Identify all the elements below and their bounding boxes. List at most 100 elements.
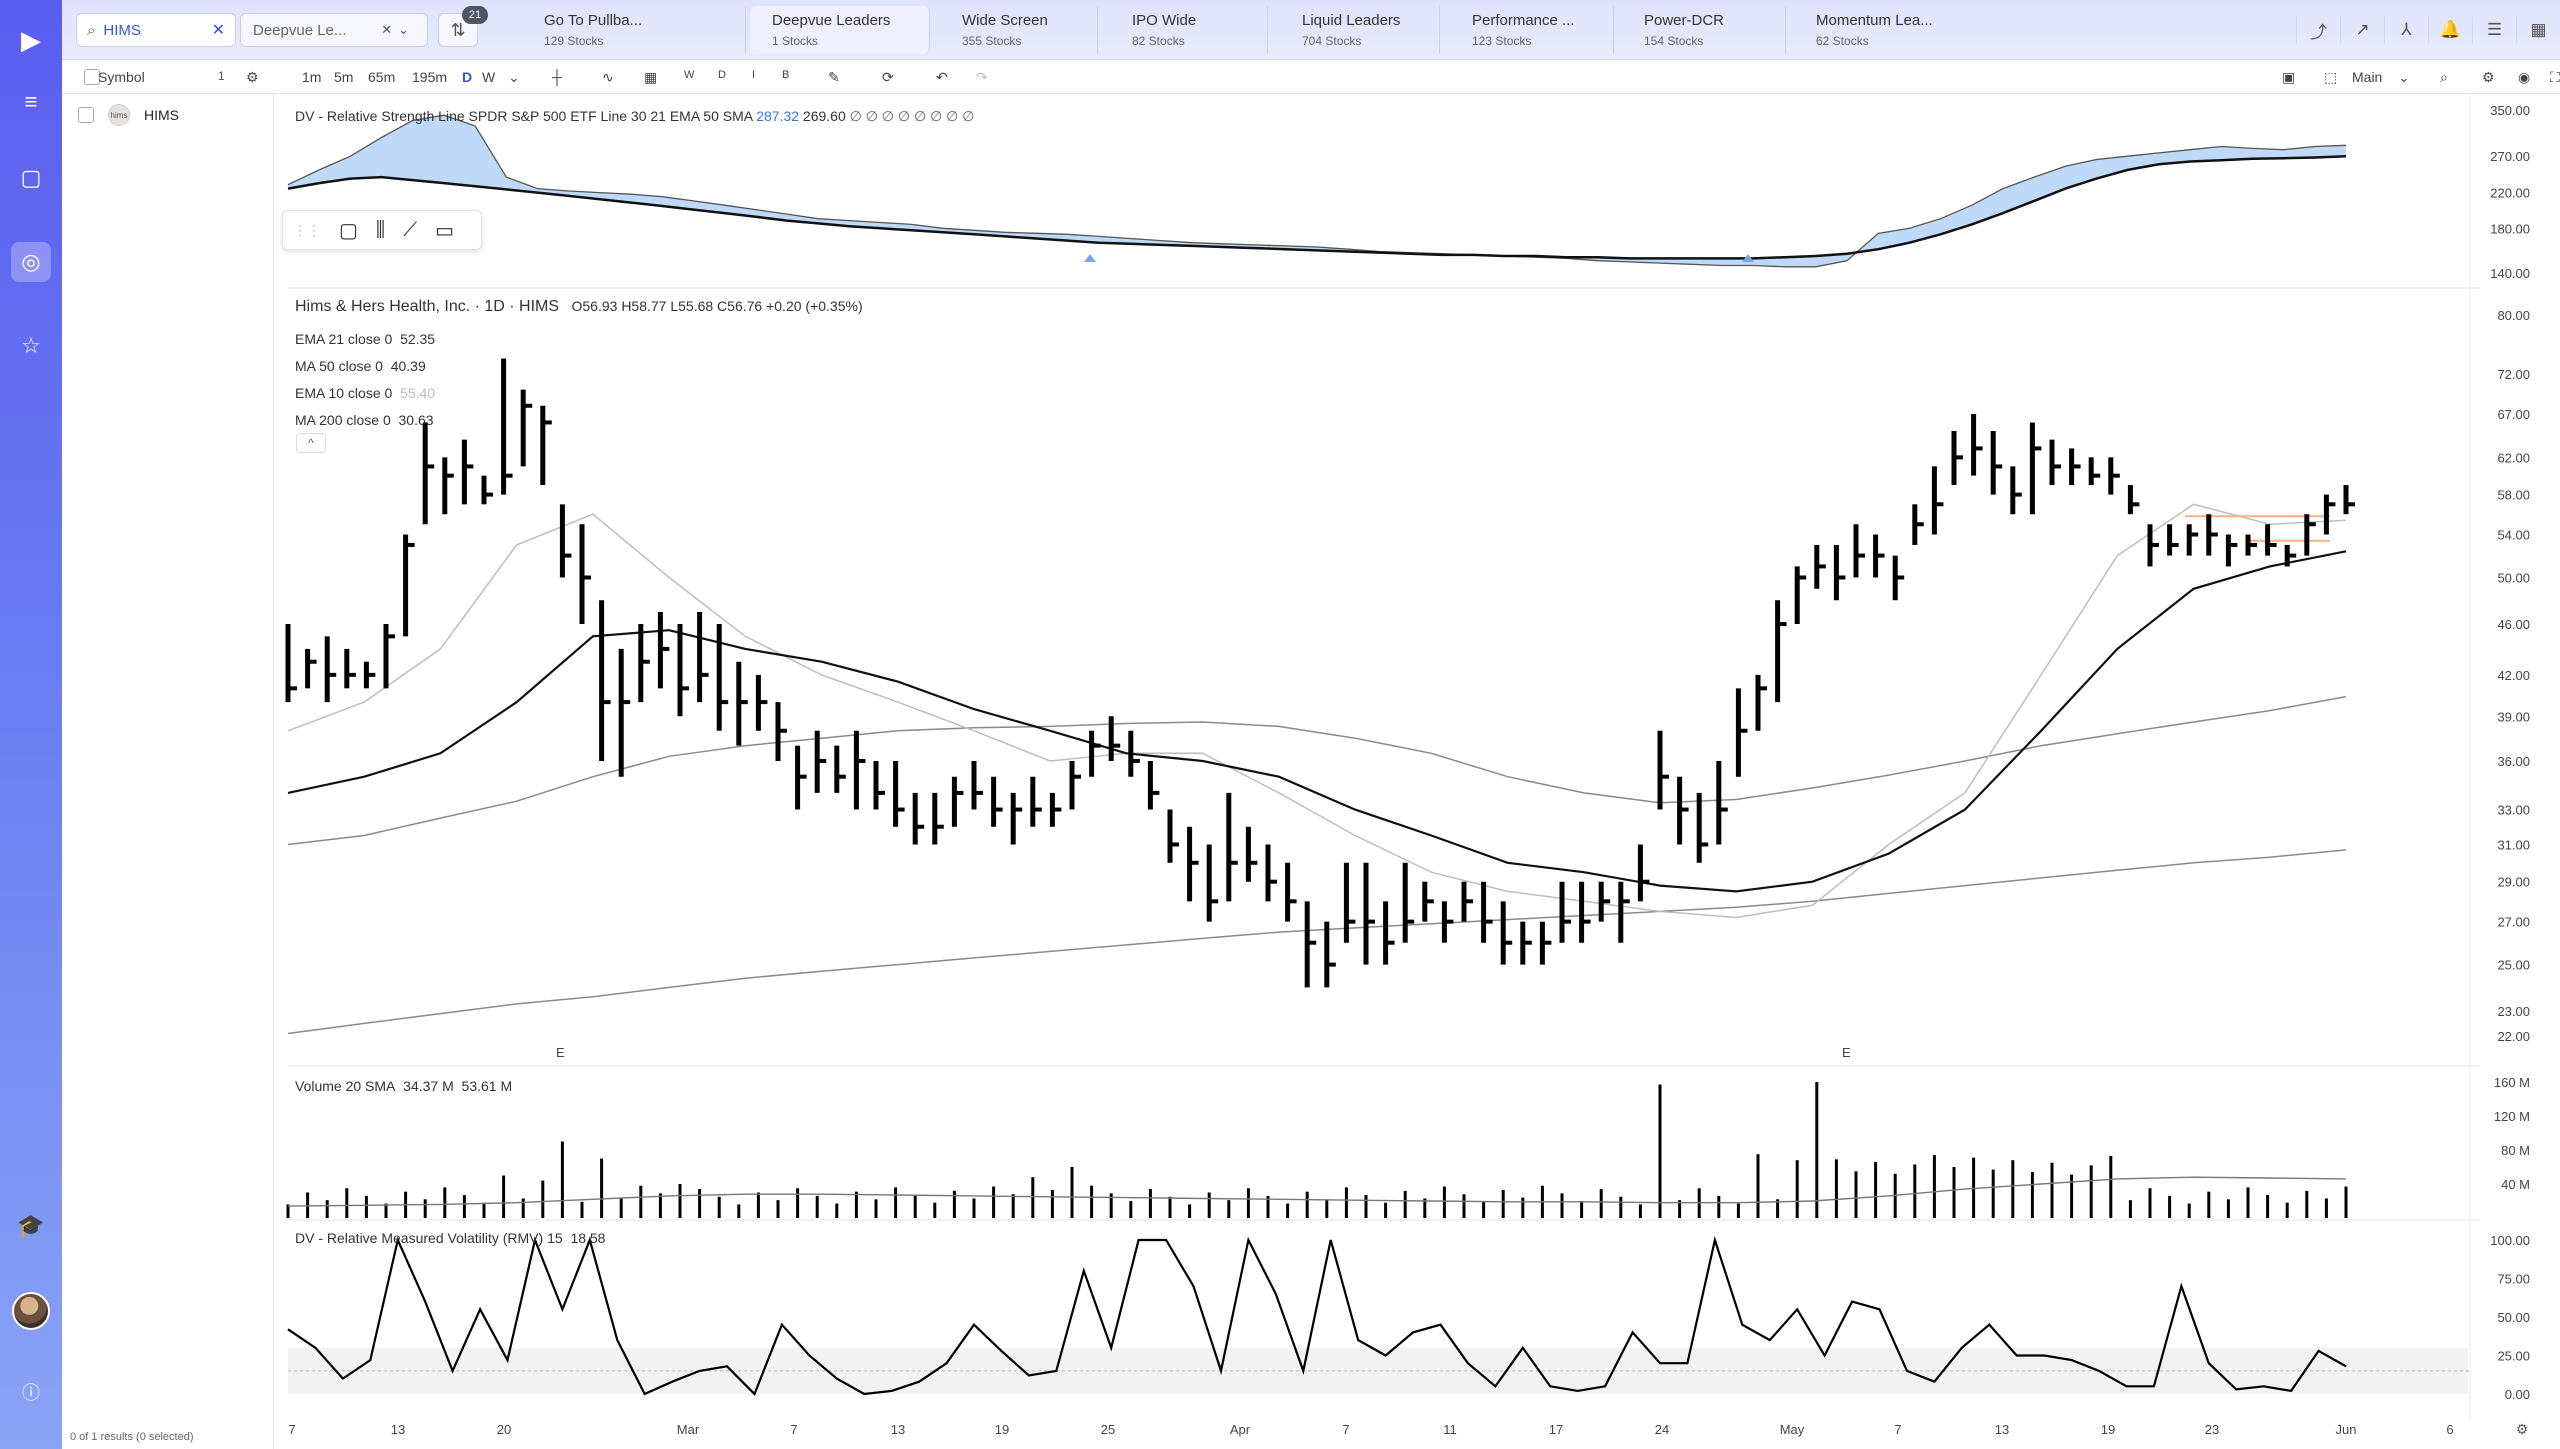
share-icon[interactable]: ⤴ [2296,16,2340,44]
bars-tool-icon[interactable]: ⫼ [375,218,386,241]
layout-folder-icon[interactable]: ⬚ [2324,69,2338,85]
rectangle-tool-icon[interactable]: ▢ [339,219,358,242]
symbol-list-panel: hims HIMS 0 of 1 results (0 selected) [62,94,274,1449]
grid-view-icon[interactable]: ▦ [2516,16,2560,44]
symbol-column-label: Symbol [98,69,145,85]
screenshot-icon[interactable]: ◉ [2518,69,2531,85]
tab-performance[interactable]: Performance ... 123 Stocks [1458,6,1614,54]
save-layout-icon[interactable]: ▣ [2282,69,2296,85]
interval-dropdown-icon[interactable]: ⌄ [508,69,520,85]
price-bar [1931,466,1944,535]
undo-icon[interactable]: ↶ [936,69,948,85]
app-logo-icon[interactable]: ▶ [21,24,41,55]
row-checkbox[interactable] [78,107,94,123]
line-tool-icon[interactable]: ⟋ [403,218,418,241]
interval-5m[interactable]: 5m [334,69,354,85]
list-item[interactable]: hims HIMS [78,104,179,126]
settings-gear-icon[interactable]: ⚙ [246,69,259,85]
chart-type-icon[interactable]: ↗ [2340,16,2384,44]
price-bar [1794,566,1807,625]
tab-ipo-wide[interactable]: IPO Wide 82 Stocks [1118,6,1268,54]
help-icon[interactable]: ⓘ [22,1383,40,1403]
earnings-marker: E [1842,1045,1851,1060]
collapse-legend-button[interactable]: ^ [296,433,326,453]
price-bar [1069,760,1081,810]
period-d[interactable]: D [718,69,726,81]
education-cap-icon[interactable]: 🎓 [17,1213,45,1238]
drag-handle-icon[interactable]: ⋮⋮ [293,221,321,238]
interval-w[interactable]: W [482,69,496,85]
zoom-icon[interactable]: ⌕ [2440,69,2448,85]
tab-power-dcr[interactable]: Power-DCR 154 Stocks [1630,6,1786,54]
x-tick-label: 7 [288,1422,295,1437]
menu-icon[interactable]: ≡ [24,89,38,114]
price-bar [1245,826,1258,882]
period-w[interactable]: W [684,69,695,81]
earnings-marker: E [556,1045,565,1060]
price-bar [1206,844,1219,922]
price-bar [893,760,905,827]
avatar[interactable] [12,1292,50,1330]
select-all-checkbox[interactable] [84,69,100,85]
price-bar [1598,881,1611,922]
price-tick-label: 36.00 [2497,754,2530,769]
bar-style-icon[interactable]: ┼ [552,69,562,85]
fullscreen-icon[interactable]: ⛶ [2550,69,2560,85]
tab-momentum-leaders[interactable]: Momentum Lea... 62 Stocks [1802,6,1972,54]
price-bar [755,674,768,731]
price-tick-label: 62.00 [2497,450,2530,465]
x-tick-label: 17 [1549,1422,1563,1437]
indicator-icon[interactable]: ∿ [602,69,614,85]
comment-tool-icon[interactable]: ▭ [435,219,455,242]
tab-wide-screen[interactable]: Wide Screen 355 Stocks [948,6,1098,54]
price-bar [1579,881,1591,943]
layout-icon[interactable]: ▦ [644,69,658,85]
period-i[interactable]: I [752,69,756,81]
rs-line-pane [287,114,2347,268]
price-bar [1971,414,1983,476]
list-view-icon[interactable]: ☰ [2472,16,2516,44]
period-b[interactable]: B [782,69,790,81]
watchlist-select-value: Deepvue Le... [253,21,347,39]
interval-195m[interactable]: 195m [412,69,448,85]
rmv-tick-label: 0.00 [2505,1387,2530,1402]
alerts-bell-icon[interactable]: 🔔 [2428,16,2472,44]
layout-chevron-icon[interactable]: ⌄ [2398,69,2410,85]
price-bar [579,524,591,625]
price-bar [1147,760,1160,810]
interval-d[interactable]: D [462,69,473,85]
rmv-low-zone [288,1347,2468,1394]
tab-deepvue-leaders[interactable]: Deepvue Leaders 1 Stocks [750,6,930,54]
price-bar [1677,776,1689,845]
rs-tick-label: 350.00 [2490,103,2530,118]
tab-count: 123 Stocks [1472,34,1532,48]
price-bar [618,648,631,777]
price-bar [1618,881,1630,943]
price-bar [1833,544,1846,601]
interval-1m[interactable]: 1m [302,69,322,85]
price-bar [932,792,944,845]
refresh-icon[interactable]: ⟳ [882,69,894,85]
price-bar [1500,901,1513,965]
price-bar [1128,730,1140,777]
indicators-icon[interactable]: ⅄ [2384,16,2428,44]
price-bar [834,745,846,793]
chart-settings-icon[interactable]: ⚙ [2482,69,2495,85]
interval-65m[interactable]: 65m [368,69,396,85]
price-tick-label: 33.00 [2497,803,2530,818]
watchlist-icon[interactable]: ▢ [20,165,42,190]
charts-icon[interactable]: ◎ [11,242,51,282]
favorites-star-icon[interactable]: ☆ [21,333,41,358]
search-input[interactable]: ⌕ HIMS ✕ [76,13,236,47]
redo-icon[interactable]: ↷ [976,69,988,85]
layout-select[interactable]: Main [2352,69,2383,85]
tab-go-to-pullback[interactable]: Go To Pullba... 129 Stocks [530,6,746,54]
watchlist-select[interactable]: Deepvue Le... ✕⌄ [240,13,428,47]
symbol-ticker: HIMS [144,107,179,123]
draw-pencil-icon[interactable]: ✎ [828,69,840,85]
tab-label: Deepvue Leaders [772,12,891,29]
tab-liquid-leaders[interactable]: Liquid Leaders 704 Stocks [1288,6,1440,54]
clear-search-icon[interactable]: ✕ [211,22,225,39]
tab-label: Go To Pullba... [544,12,643,29]
